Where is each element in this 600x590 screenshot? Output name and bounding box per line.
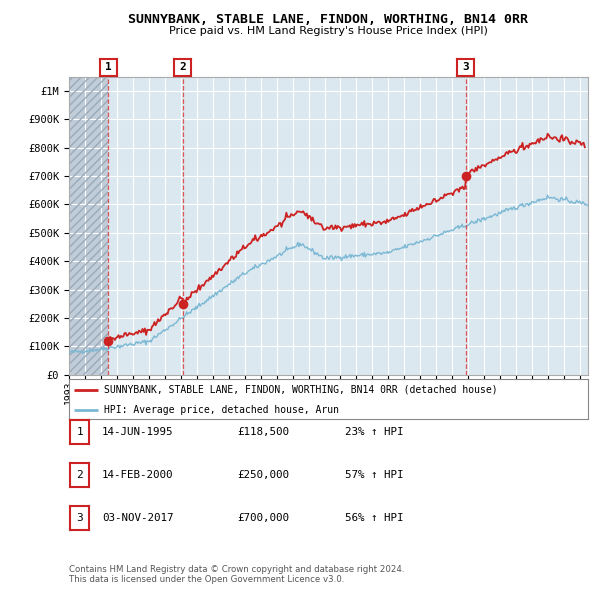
Text: 3: 3 xyxy=(463,63,469,72)
Text: 2: 2 xyxy=(179,63,186,72)
Text: HPI: Average price, detached house, Arun: HPI: Average price, detached house, Arun xyxy=(104,405,339,415)
Text: 14-FEB-2000: 14-FEB-2000 xyxy=(102,470,173,480)
Text: 3: 3 xyxy=(76,513,83,523)
Bar xyxy=(69,77,108,375)
Text: 14-JUN-1995: 14-JUN-1995 xyxy=(102,427,173,437)
Text: £700,000: £700,000 xyxy=(237,513,289,523)
Text: Price paid vs. HM Land Registry's House Price Index (HPI): Price paid vs. HM Land Registry's House … xyxy=(169,26,488,36)
Text: 1: 1 xyxy=(105,63,112,72)
Text: SUNNYBANK, STABLE LANE, FINDON, WORTHING, BN14 0RR: SUNNYBANK, STABLE LANE, FINDON, WORTHING… xyxy=(128,13,529,26)
Text: 1: 1 xyxy=(76,427,83,437)
Text: 2: 2 xyxy=(76,470,83,480)
Text: £250,000: £250,000 xyxy=(237,470,289,480)
Text: SUNNYBANK, STABLE LANE, FINDON, WORTHING, BN14 0RR (detached house): SUNNYBANK, STABLE LANE, FINDON, WORTHING… xyxy=(104,385,498,395)
Text: 57% ↑ HPI: 57% ↑ HPI xyxy=(345,470,404,480)
Text: Contains HM Land Registry data © Crown copyright and database right 2024.
This d: Contains HM Land Registry data © Crown c… xyxy=(69,565,404,584)
Text: 56% ↑ HPI: 56% ↑ HPI xyxy=(345,513,404,523)
Bar xyxy=(69,77,108,375)
Text: £118,500: £118,500 xyxy=(237,427,289,437)
Text: 23% ↑ HPI: 23% ↑ HPI xyxy=(345,427,404,437)
Text: 03-NOV-2017: 03-NOV-2017 xyxy=(102,513,173,523)
